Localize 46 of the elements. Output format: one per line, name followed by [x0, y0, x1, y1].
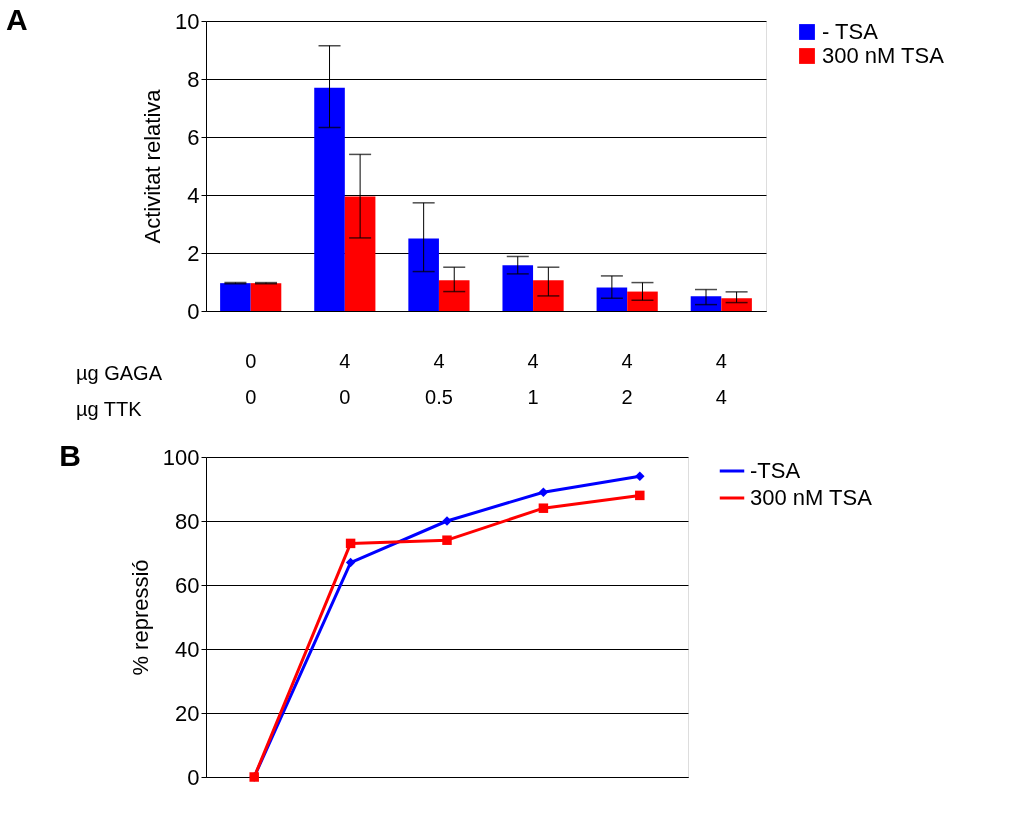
y-tick-label: 60: [175, 572, 200, 598]
x-tick-label: 4 0.5: [425, 349, 453, 408]
point: [345, 557, 356, 568]
legend-label: -TSA: [750, 458, 801, 483]
legend-label: - TSA: [822, 19, 879, 44]
legend-label: 300 nM TSA: [822, 43, 945, 68]
text: µg TTK: [76, 398, 143, 420]
y-tick-label: 20: [175, 700, 200, 726]
point: [635, 490, 645, 501]
bar: [627, 291, 658, 311]
x-tick-label: 4 1: [527, 349, 539, 408]
y-tick-label: 100: [162, 444, 200, 470]
point: [538, 503, 549, 513]
y-axis-title: % repressió: [127, 559, 153, 676]
bar: [721, 298, 752, 311]
point: [538, 487, 549, 497]
y-tick-label: 0: [187, 764, 200, 790]
chart-title: A: [6, 3, 28, 36]
y-axis-title: Activitat relativa: [140, 88, 166, 244]
y-tick-label: 80: [175, 508, 200, 534]
chart-title: B: [59, 439, 81, 472]
bar: [533, 280, 564, 311]
point: [442, 535, 452, 545]
y-tick-label: 6: [187, 124, 200, 150]
bar: [502, 265, 534, 311]
x-tick-label: 4 0: [339, 349, 351, 408]
y-tick-label: 10: [175, 8, 200, 34]
x-tick-label: 4 4: [715, 349, 727, 408]
bar: [250, 283, 282, 311]
y-tick-label: 0: [187, 298, 200, 324]
y-tick-label: 8: [187, 66, 200, 92]
bar: [344, 196, 376, 311]
bar: [314, 87, 345, 311]
bar: [408, 238, 439, 311]
legend-label: 300 nM TSA: [750, 485, 873, 510]
point: [635, 471, 645, 481]
bar: [438, 280, 470, 311]
point: [345, 538, 356, 549]
text: µg GAGA: [76, 362, 163, 384]
bar: [220, 283, 251, 311]
x-tick-label: 4 2: [621, 349, 633, 408]
y-tick-label: 2: [187, 240, 200, 266]
x-tick-label: 0 0: [245, 349, 257, 408]
bar: [596, 287, 628, 311]
y-tick-label: 4: [187, 182, 200, 208]
y-tick-label: 40: [175, 636, 200, 662]
